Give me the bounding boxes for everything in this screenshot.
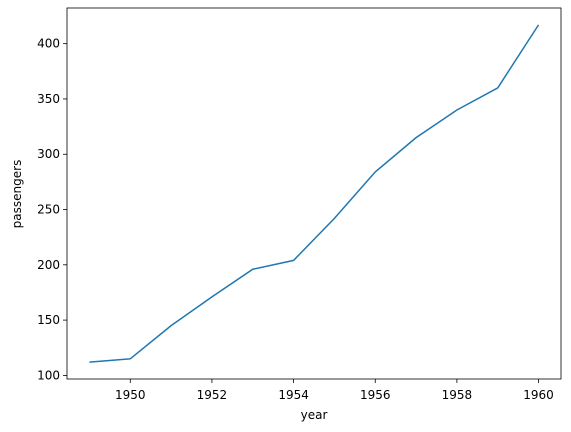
- y-tick-label: 150: [37, 313, 60, 327]
- x-axis-label: year: [301, 408, 328, 422]
- y-tick-label: 100: [37, 368, 60, 382]
- plot-frame: [66, 7, 562, 380]
- x-tick-label: 1950: [115, 388, 146, 402]
- x-tick-label: 1956: [360, 388, 391, 402]
- x-tick-label: 1954: [278, 388, 309, 402]
- y-tick-label: 250: [37, 203, 60, 217]
- y-tick-label: 300: [37, 147, 60, 161]
- x-tick-label: 1958: [442, 388, 473, 402]
- y-tick-label: 350: [37, 92, 60, 106]
- y-tick-label: 200: [37, 258, 60, 272]
- y-tick-label: 400: [37, 37, 60, 51]
- y-axis-label: passengers: [10, 160, 24, 229]
- line: [89, 24, 540, 363]
- x-tick-label: 1952: [197, 388, 228, 402]
- x-tick-label: 1960: [523, 388, 554, 402]
